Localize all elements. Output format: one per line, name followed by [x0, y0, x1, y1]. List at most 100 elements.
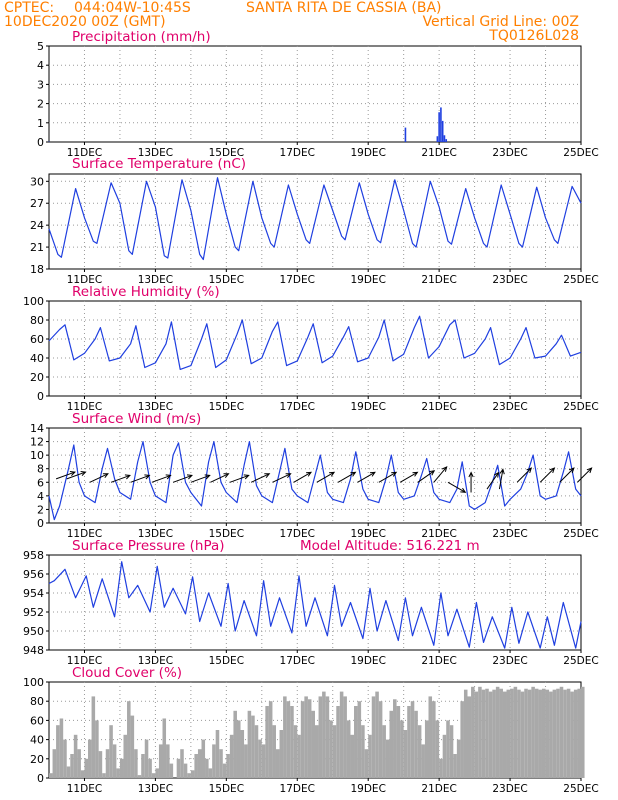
cloud-cover-xtick-label: 19DEC — [350, 783, 385, 795]
cloud-cover-bar — [364, 749, 369, 778]
cloud-cover-bar — [88, 739, 92, 778]
pressure-xtick-label: 11DEC — [67, 655, 102, 667]
humidity-ytick-label: 60 — [30, 333, 44, 346]
cloud-cover-xtick-label: 21DEC — [421, 783, 456, 795]
wind-title: Surface Wind (m/s) — [72, 411, 201, 427]
cloud-cover-ytick-label: 20 — [30, 753, 44, 766]
wind-arrow — [433, 466, 448, 483]
wind-arrow-shaft — [172, 474, 193, 483]
panel-cloud-cover: 0 20 40 60 80 100 11DEC 13DEC 15DEC 17DEC 19DEC 21D… — [23, 665, 599, 795]
cloud-cover-bar — [80, 770, 85, 778]
wind-arrow — [66, 471, 87, 480]
cloud-cover-bar — [449, 725, 454, 778]
cloud-cover-bar — [339, 691, 344, 778]
temperature-title: Surface Temperature (nC) — [72, 156, 246, 172]
cloud-cover-xtick-label: 13DEC — [138, 783, 173, 795]
cloud-cover-bar — [524, 688, 528, 778]
wind-arrow-shaft — [250, 473, 270, 483]
humidity-ytick-label: 80 — [30, 314, 44, 327]
humidity-ytick-label: 0 — [37, 390, 44, 403]
cloud-cover-bar — [400, 720, 404, 778]
humidity-xtick-label: 15DEC — [209, 401, 244, 413]
wind-arrow-shaft — [498, 469, 504, 490]
cloud-cover-xtick-label: 11DEC — [67, 783, 102, 795]
cloud-cover-bar — [318, 696, 323, 778]
pressure-series-line — [48, 561, 582, 649]
precipitation-bar — [438, 112, 440, 142]
cloud-cover-bar — [176, 758, 181, 778]
wind-arrow — [539, 467, 556, 483]
pressure-xtick-label: 23DEC — [492, 655, 527, 667]
temperature-xtick-label: 13DEC — [138, 274, 173, 286]
cloud-cover-bar — [424, 720, 429, 778]
cloud-cover-bar — [456, 739, 461, 778]
temperature-xtick-label: 17DEC — [280, 274, 315, 286]
pressure-ytick-label: 950 — [23, 625, 44, 638]
precipitation-bar — [443, 135, 446, 142]
humidity-ytick-label: 20 — [30, 371, 44, 384]
cloud-cover-bar — [378, 701, 383, 778]
wind-arrow — [417, 470, 436, 483]
wind-arrow — [130, 474, 151, 483]
cloud-cover-bar — [488, 691, 493, 778]
cloud-cover-bar — [141, 754, 145, 778]
precipitation-ytick-label: 1 — [37, 117, 44, 130]
precipitation-bar — [441, 120, 444, 142]
wind-xtick-label: 19DEC — [350, 528, 385, 540]
cloud-cover-bar — [105, 749, 110, 778]
cloud-cover-bar — [506, 689, 511, 778]
humidity-ytick-label: 100 — [23, 295, 44, 308]
cloud-cover-ytick-label: 40 — [30, 734, 44, 747]
pressure-title: Surface Pressure (hPa) — [72, 538, 225, 554]
wind-arrow — [210, 473, 230, 483]
cloud-cover-bar — [361, 725, 365, 778]
cloud-cover-xtick-label: 23DEC — [492, 783, 527, 795]
cloud-cover-bar — [332, 725, 337, 778]
cloud-cover-bar — [233, 710, 237, 778]
pressure-annotation: Model Altitude: 516.221 m — [300, 538, 480, 554]
cloud-cover-ytick-label: 80 — [30, 695, 44, 708]
cloud-cover-bar — [130, 715, 135, 778]
cloud-cover-bar — [283, 696, 287, 778]
cloud-cover-bar — [119, 758, 124, 778]
cloud-cover-bar — [442, 734, 447, 778]
wind-arrow-head — [468, 471, 474, 478]
temperature-series-line — [48, 177, 582, 261]
cloud-cover-bar — [127, 701, 131, 778]
cloud-cover-bar — [222, 763, 227, 778]
wind-arrow — [89, 473, 109, 483]
cloud-cover-bar — [180, 749, 184, 778]
cloud-cover-bar — [236, 720, 241, 778]
cloud-cover-bar — [563, 689, 567, 778]
cloud-cover-bar — [417, 725, 422, 778]
temperature-ytick-label: 27 — [30, 197, 44, 210]
wind-arrow-head — [69, 471, 76, 476]
wind-arrow-head — [285, 473, 292, 479]
wind-ytick-label: 10 — [30, 449, 44, 462]
cloud-cover-bar — [66, 766, 71, 778]
cloud-cover-bar — [275, 749, 280, 778]
cloud-cover-xtick-label: 25DEC — [563, 783, 598, 795]
wind-arrow-shaft — [433, 466, 448, 483]
cloud-cover-bar — [407, 706, 411, 778]
humidity-xtick-label: 11DEC — [67, 401, 102, 413]
wind-arrow-shaft — [417, 470, 435, 483]
wind-arrow-head — [329, 471, 336, 477]
cloud-cover-bar — [403, 730, 408, 778]
wind-arrow-shaft — [229, 474, 249, 483]
precipitation-ytick-label: 0 — [37, 136, 44, 149]
cloud-cover-bar — [169, 763, 174, 778]
panel-humidity: 0 20 40 60 80 100 11DEC 13DEC 15DEC 17DEC 19DEC 21D… — [23, 284, 599, 413]
cloud-cover-bar — [435, 720, 440, 778]
cloud-cover-bar — [134, 749, 138, 778]
cloud-cover-bar — [244, 744, 248, 778]
precipitation-bar — [445, 139, 448, 142]
cloud-cover-bar — [439, 758, 443, 778]
temperature-ytick-label: 24 — [30, 219, 44, 232]
cloud-cover-bar — [541, 688, 546, 778]
header-location: SANTA RITA DE CASSIA (BA) — [246, 0, 442, 16]
wind-arrow-head — [80, 471, 87, 476]
cloud-cover-bar — [502, 691, 507, 778]
cloud-cover-bar — [166, 744, 170, 778]
